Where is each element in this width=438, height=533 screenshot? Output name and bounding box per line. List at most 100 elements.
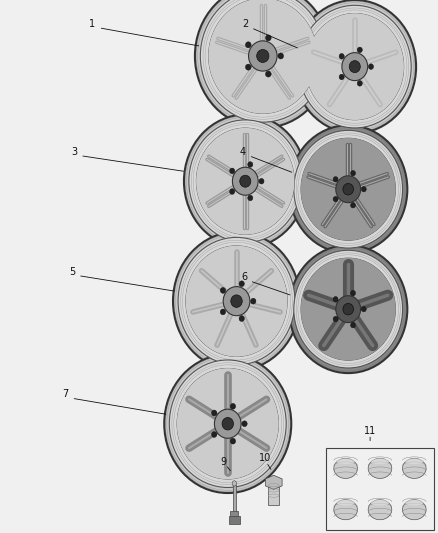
Ellipse shape <box>242 421 247 426</box>
Ellipse shape <box>215 409 241 438</box>
Ellipse shape <box>333 197 338 202</box>
Ellipse shape <box>339 74 344 80</box>
Ellipse shape <box>208 0 317 114</box>
Ellipse shape <box>233 167 258 195</box>
Ellipse shape <box>170 360 286 488</box>
Ellipse shape <box>301 138 396 240</box>
Ellipse shape <box>245 64 251 70</box>
Ellipse shape <box>334 499 357 520</box>
Ellipse shape <box>361 187 366 192</box>
Ellipse shape <box>350 203 356 208</box>
Ellipse shape <box>405 458 424 464</box>
Ellipse shape <box>293 0 416 133</box>
Ellipse shape <box>184 115 307 248</box>
Ellipse shape <box>200 0 325 122</box>
Ellipse shape <box>336 296 360 322</box>
Ellipse shape <box>289 125 407 253</box>
Ellipse shape <box>343 183 353 195</box>
Ellipse shape <box>349 61 360 72</box>
Bar <box>268 481 279 505</box>
Ellipse shape <box>371 458 389 464</box>
Text: 5: 5 <box>69 267 75 277</box>
Ellipse shape <box>212 432 217 438</box>
Ellipse shape <box>350 290 356 296</box>
Text: 2: 2 <box>242 19 248 29</box>
Ellipse shape <box>248 161 253 167</box>
Ellipse shape <box>239 281 244 287</box>
Ellipse shape <box>405 499 424 505</box>
Bar <box>230 511 238 517</box>
Ellipse shape <box>403 499 426 520</box>
Ellipse shape <box>371 499 389 505</box>
Ellipse shape <box>333 296 338 302</box>
Ellipse shape <box>336 499 355 505</box>
Text: 7: 7 <box>63 390 69 399</box>
Ellipse shape <box>230 168 235 174</box>
Ellipse shape <box>265 35 271 41</box>
Ellipse shape <box>177 368 279 479</box>
Ellipse shape <box>336 458 355 464</box>
Ellipse shape <box>301 258 396 360</box>
Ellipse shape <box>220 287 226 293</box>
Ellipse shape <box>178 237 295 365</box>
Text: 6: 6 <box>241 272 247 282</box>
Ellipse shape <box>248 41 277 71</box>
Ellipse shape <box>196 128 294 235</box>
Ellipse shape <box>173 232 300 370</box>
Ellipse shape <box>230 438 236 444</box>
Bar <box>326 448 434 530</box>
Ellipse shape <box>245 42 251 48</box>
Ellipse shape <box>306 13 404 120</box>
Text: 3: 3 <box>71 147 78 157</box>
Ellipse shape <box>240 175 251 187</box>
Ellipse shape <box>301 258 396 360</box>
Ellipse shape <box>189 120 302 243</box>
Ellipse shape <box>350 322 356 328</box>
Ellipse shape <box>334 458 357 479</box>
Ellipse shape <box>298 5 411 128</box>
Ellipse shape <box>232 481 237 486</box>
Ellipse shape <box>212 410 217 416</box>
Text: 9: 9 <box>220 457 226 466</box>
Ellipse shape <box>164 354 291 493</box>
Ellipse shape <box>306 13 404 120</box>
Ellipse shape <box>342 53 367 80</box>
Ellipse shape <box>257 50 269 62</box>
Ellipse shape <box>223 287 250 316</box>
Ellipse shape <box>294 131 403 248</box>
Ellipse shape <box>361 306 366 312</box>
Ellipse shape <box>248 195 253 201</box>
Ellipse shape <box>294 251 403 368</box>
Text: 4: 4 <box>240 147 246 157</box>
Ellipse shape <box>301 138 396 240</box>
Ellipse shape <box>265 71 271 77</box>
Ellipse shape <box>186 246 287 357</box>
Ellipse shape <box>278 53 283 59</box>
Ellipse shape <box>403 458 426 479</box>
Ellipse shape <box>239 316 244 321</box>
Ellipse shape <box>350 171 356 176</box>
Ellipse shape <box>259 179 264 184</box>
Ellipse shape <box>251 298 256 304</box>
Ellipse shape <box>230 189 235 195</box>
Ellipse shape <box>230 403 236 409</box>
Bar <box>229 516 240 524</box>
Ellipse shape <box>196 128 294 235</box>
Ellipse shape <box>186 246 287 357</box>
Ellipse shape <box>336 176 360 203</box>
Ellipse shape <box>195 0 331 128</box>
Ellipse shape <box>339 53 344 59</box>
Text: 11: 11 <box>364 426 376 435</box>
Ellipse shape <box>220 309 226 315</box>
Ellipse shape <box>333 317 338 322</box>
Ellipse shape <box>368 458 392 479</box>
Text: 1: 1 <box>89 19 95 29</box>
Ellipse shape <box>343 303 353 315</box>
Ellipse shape <box>177 368 279 479</box>
Ellipse shape <box>289 245 407 373</box>
Ellipse shape <box>231 295 242 308</box>
Polygon shape <box>265 475 282 489</box>
Ellipse shape <box>357 47 362 53</box>
Ellipse shape <box>333 176 338 182</box>
Ellipse shape <box>222 417 233 430</box>
